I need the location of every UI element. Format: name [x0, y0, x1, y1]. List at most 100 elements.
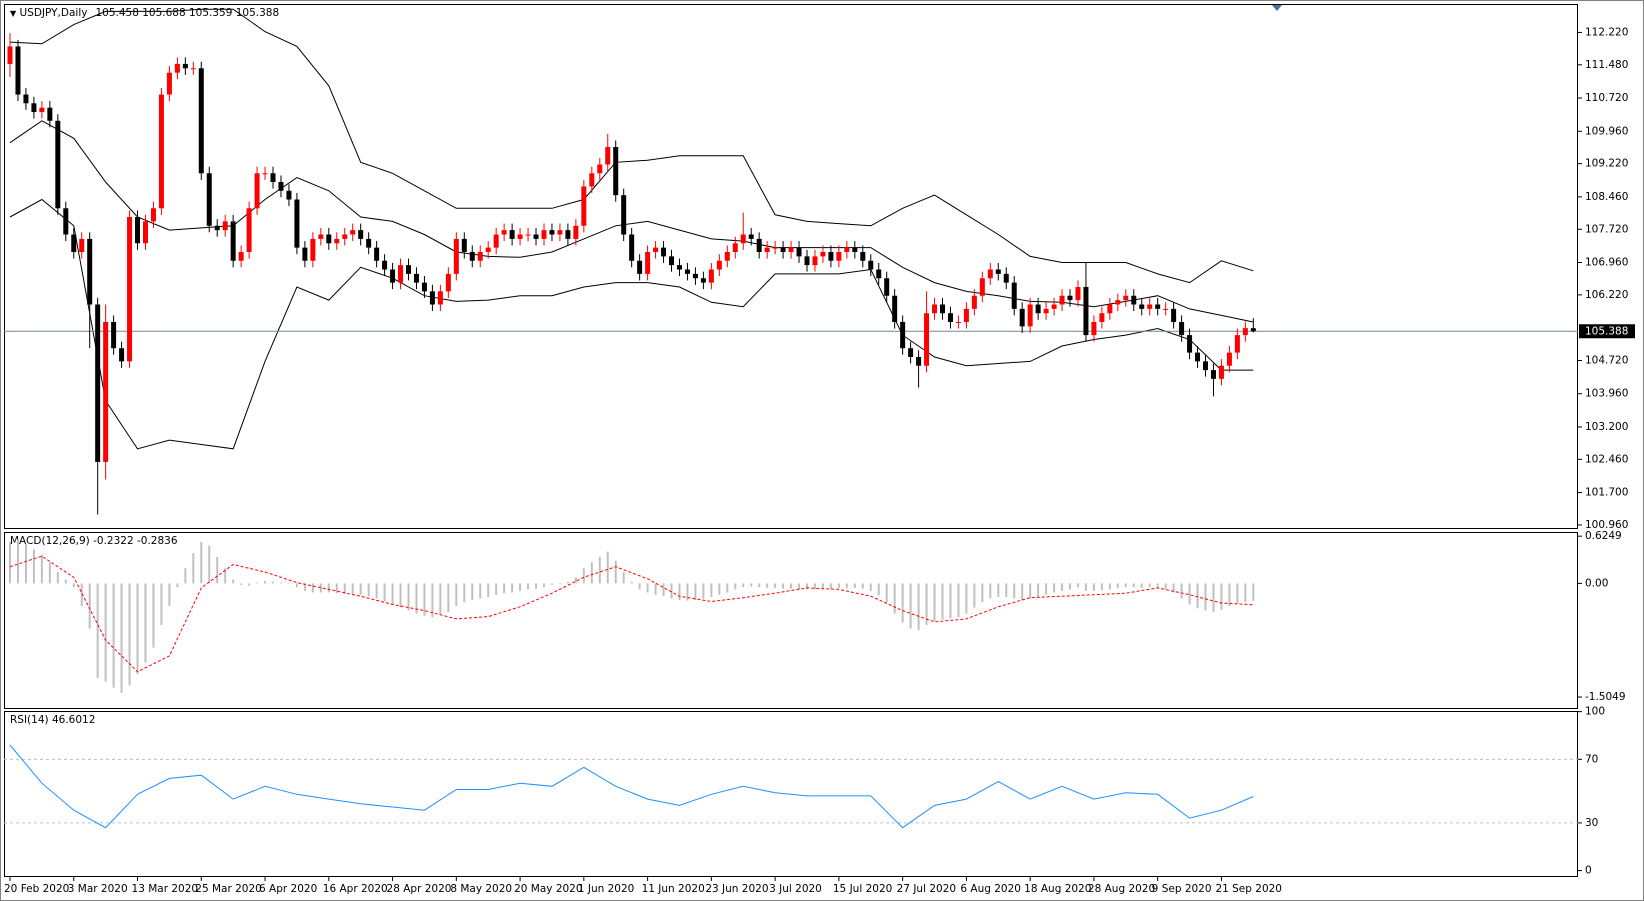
macd-bar	[1124, 583, 1127, 588]
macd-bar	[487, 583, 490, 597]
macd-bar	[287, 583, 290, 584]
macd-bar	[503, 583, 506, 594]
candle-body	[326, 234, 332, 244]
y-tick-label: 101.700	[1585, 487, 1628, 499]
y-tick-label: 109.220	[1585, 158, 1628, 170]
candle-body	[350, 230, 356, 235]
x-tick-label: 8 May 2020	[450, 883, 512, 895]
high-value: 105.688	[142, 7, 185, 19]
macd-bar	[248, 583, 251, 586]
y-tick-label: 102.460	[1585, 453, 1628, 465]
close-value: 105.388	[236, 7, 279, 19]
y-tick-label: -1.5049	[1585, 691, 1626, 703]
candle-body	[772, 247, 778, 249]
macd-bar	[224, 568, 227, 584]
y-tick-label: 112.220	[1585, 26, 1628, 38]
macd-bar	[136, 583, 139, 675]
x-tick-label: 28 Aug 2020	[1088, 883, 1155, 895]
y-tick-label: 70	[1585, 753, 1598, 765]
x-tick-label: 9 Sep 2020	[1152, 883, 1212, 895]
candle-body	[1051, 304, 1057, 309]
y-tick-label: 0.6249	[1585, 530, 1622, 542]
macd-bar	[335, 583, 338, 594]
macd-bar	[646, 583, 649, 593]
macd-bar	[1100, 583, 1103, 591]
rsi-panel	[4, 711, 1578, 877]
macd-bar	[989, 583, 992, 599]
macd-bar	[790, 583, 793, 589]
macd-bar	[1092, 583, 1095, 591]
price-header: ▼ USDJPY,Daily 105.458 105.688 105.359 10…	[10, 7, 279, 19]
candle-body	[1210, 370, 1216, 379]
macd-bar	[853, 583, 856, 588]
candle-body	[374, 247, 380, 261]
candle-body	[302, 247, 308, 261]
candle-body	[939, 304, 945, 314]
y-tick-label: 106.960	[1585, 257, 1628, 269]
macd-bar	[574, 577, 577, 584]
candle-body	[47, 107, 53, 121]
macd-bar	[375, 583, 378, 599]
macd-bar	[686, 583, 689, 601]
candle-body	[413, 273, 419, 283]
candle-body	[525, 234, 531, 236]
macd-bar	[1188, 583, 1191, 605]
macd-bar	[1180, 583, 1183, 599]
y-tick-label: 104.720	[1585, 354, 1628, 366]
macd-bar	[782, 583, 785, 589]
candle-body	[429, 291, 435, 305]
macd-bar	[527, 583, 530, 590]
candle-body	[517, 234, 523, 239]
macd-bar	[662, 583, 665, 597]
candle-body	[892, 295, 898, 322]
macd-bar	[407, 583, 410, 611]
macd-bar	[981, 583, 984, 603]
candle-body	[477, 252, 483, 261]
macd-bar	[750, 583, 753, 587]
macd-bar	[893, 583, 896, 614]
macd-bar	[606, 551, 609, 584]
menu-arrow[interactable]: ▼	[10, 9, 17, 18]
candle-body	[947, 313, 953, 322]
candle-body	[182, 63, 188, 69]
candle-body	[238, 252, 244, 261]
macd-bar	[208, 545, 211, 584]
candle-body	[174, 63, 180, 73]
candle-body	[87, 238, 93, 305]
candle-body	[119, 348, 125, 362]
macd-bar	[359, 583, 362, 595]
macd-bar	[1196, 583, 1199, 609]
candle-body	[924, 313, 930, 366]
candle-body	[382, 260, 388, 270]
macd-bar	[311, 583, 314, 593]
candle-body	[661, 247, 667, 257]
candle-body	[780, 247, 786, 253]
macd-bar	[48, 562, 51, 584]
candle-body	[1067, 295, 1073, 301]
macd-bar	[455, 583, 458, 607]
open-value: 105.458	[95, 7, 138, 19]
macd-bar	[582, 568, 585, 584]
candle-body	[1139, 304, 1145, 309]
x-tick-label: 1 Jun 2020	[578, 883, 634, 895]
macd-bar	[256, 582, 259, 584]
macd-bar	[56, 572, 59, 584]
x-tick-label: 15 Jul 2020	[833, 883, 892, 895]
x-tick-label: 27 Jul 2020	[897, 883, 956, 895]
candle-body	[190, 68, 196, 70]
candle-body	[740, 234, 746, 244]
macd-bar	[837, 583, 840, 588]
candle-body	[1115, 300, 1121, 305]
candle-body	[637, 260, 643, 274]
candle-body	[1147, 304, 1153, 309]
shift-marker[interactable]	[1272, 5, 1282, 11]
y-tick-label: 103.200	[1585, 421, 1628, 433]
candle-body	[262, 173, 268, 175]
candle-body	[820, 252, 826, 257]
candle-body	[645, 252, 651, 274]
candle-body	[1203, 361, 1208, 371]
candle-body	[653, 247, 659, 253]
macd-bar	[80, 583, 83, 607]
x-tick-label: 3 Mar 2020	[68, 883, 128, 895]
